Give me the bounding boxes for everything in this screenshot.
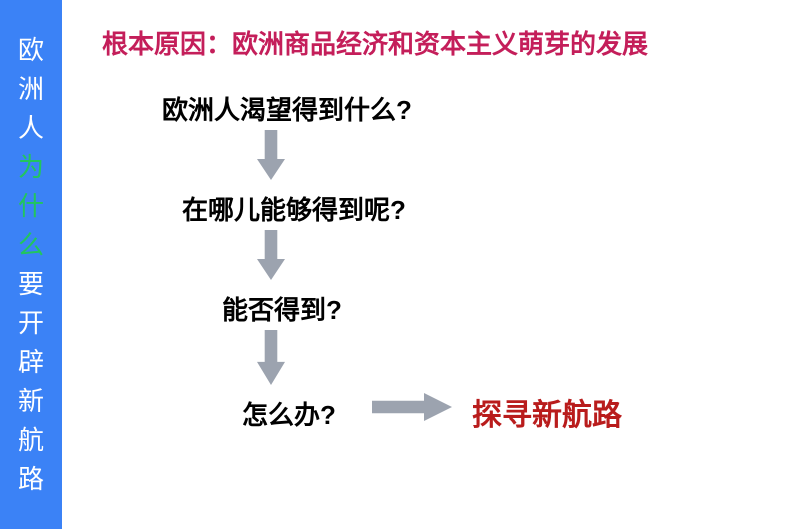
sidebar: 欧洲人为什么要开辟新航路 bbox=[0, 0, 62, 529]
sidebar-char: 么 bbox=[18, 226, 44, 265]
sidebar-char: 开 bbox=[18, 304, 44, 343]
arrow-down-icon bbox=[257, 130, 285, 180]
sidebar-char: 要 bbox=[18, 265, 44, 304]
sidebar-char: 路 bbox=[18, 460, 44, 499]
sidebar-char: 什 bbox=[18, 187, 44, 226]
arrow-right-icon bbox=[372, 393, 452, 421]
sidebar-char: 辟 bbox=[18, 343, 44, 382]
slide-title: 根本原因：欧洲商品经济和资本主义萌芽的发展 bbox=[102, 24, 648, 61]
flow-node-q2: 在哪儿能够得到呢? bbox=[182, 190, 406, 227]
flow-node-result: 探寻新航路 bbox=[472, 390, 622, 434]
flow-node-q4: 怎么办? bbox=[242, 395, 336, 432]
sidebar-char: 欧 bbox=[18, 31, 44, 70]
sidebar-char: 为 bbox=[18, 148, 44, 187]
main-area: 根本原因：欧洲商品经济和资本主义萌芽的发展 欧洲人渴望得到什么? 在哪儿能够得到呢… bbox=[62, 0, 794, 529]
arrow-down-icon bbox=[257, 230, 285, 280]
sidebar-char: 新 bbox=[18, 382, 44, 421]
sidebar-char: 航 bbox=[18, 421, 44, 460]
flow-node-q1: 欧洲人渴望得到什么? bbox=[162, 90, 412, 127]
arrow-down-icon bbox=[257, 330, 285, 385]
sidebar-char: 洲 bbox=[18, 70, 44, 109]
sidebar-char: 人 bbox=[18, 109, 44, 148]
flow-node-q3: 能否得到? bbox=[222, 290, 342, 327]
sidebar-vertical-text: 欧洲人为什么要开辟新航路 bbox=[18, 31, 44, 499]
